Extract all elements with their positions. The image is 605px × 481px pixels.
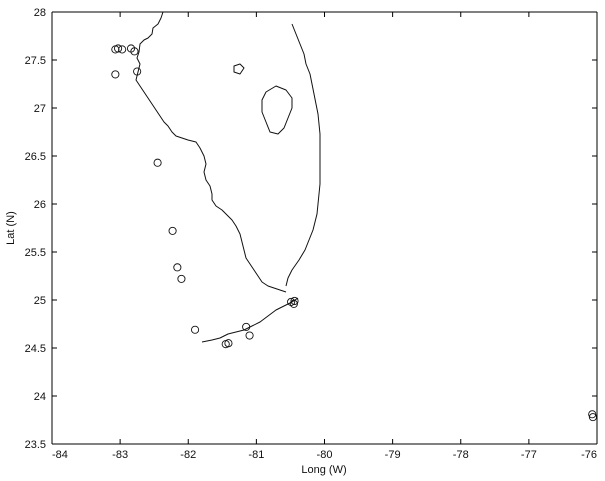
data-point <box>118 45 127 54</box>
data-point <box>588 413 597 422</box>
y-tick-label: 24 <box>34 391 46 403</box>
x-tick-label: -82 <box>180 449 196 461</box>
data-point <box>111 70 120 79</box>
data-point <box>173 263 182 272</box>
data-point <box>588 410 597 419</box>
data-point <box>287 297 296 306</box>
data-point <box>289 299 298 308</box>
data-point <box>130 47 139 56</box>
y-tick-label: 24.5 <box>25 343 46 355</box>
data-point <box>224 339 233 348</box>
data-point <box>242 322 251 331</box>
data-point <box>168 226 177 235</box>
y-tick-label: 25 <box>34 295 46 307</box>
florida-keys <box>201 297 299 343</box>
x-tick-label: -77 <box>521 449 537 461</box>
data-point <box>133 67 142 76</box>
y-tick-label: 23.5 <box>25 439 46 451</box>
florida-gulf-coast <box>135 11 287 293</box>
lake-okeechobee <box>261 85 293 135</box>
data-point <box>290 296 299 306</box>
data-point <box>114 44 123 53</box>
y-axis-label: Lat (N) <box>5 211 17 245</box>
x-tick-label: -79 <box>385 449 401 461</box>
y-tick-label: 27.5 <box>25 55 46 67</box>
florida-atlantic-coast <box>285 23 321 287</box>
x-axis-label: Long (W) <box>301 464 346 476</box>
data-point <box>191 325 200 334</box>
data-point <box>153 158 162 167</box>
data-markers <box>111 44 597 422</box>
x-tick-label: -81 <box>248 449 264 461</box>
coastline-outline <box>135 11 321 343</box>
inland-lake <box>233 63 245 75</box>
x-tick-label: -76 <box>581 449 597 461</box>
y-tick-label: 26.5 <box>25 151 46 163</box>
y-tick-label: 25.5 <box>25 247 46 259</box>
x-tick-label: -80 <box>317 449 333 461</box>
x-tick-label: -84 <box>52 449 68 461</box>
x-tick-label: -83 <box>112 449 128 461</box>
plot-area <box>51 11 598 445</box>
y-tick-label: 27 <box>34 103 46 115</box>
data-point <box>177 274 186 283</box>
data-point <box>245 331 254 340</box>
x-tick-label: -78 <box>453 449 469 461</box>
axis-ticks: -84 -83 -82 -81 -80 -79 -78 -77 -76 23.5 24 24.5 25 2… <box>25 7 598 461</box>
y-tick-label: 28 <box>34 7 46 19</box>
y-tick-label: 26 <box>34 199 46 211</box>
